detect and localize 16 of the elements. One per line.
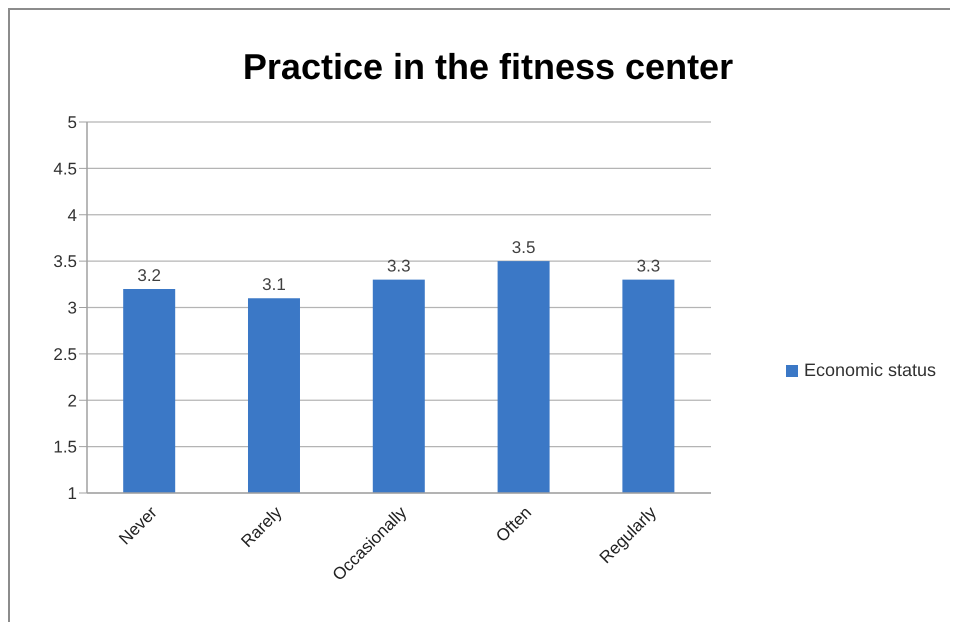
y-tick-label: 1.5 xyxy=(53,438,77,457)
y-tick-label: 1 xyxy=(68,484,77,504)
y-tick-label: 3.5 xyxy=(53,252,77,272)
chart-title: Practice in the fitness center xyxy=(242,46,734,88)
data-label: 3.5 xyxy=(512,238,536,258)
y-tick-label: 4.5 xyxy=(53,159,77,178)
data-label: 3.1 xyxy=(262,275,286,294)
data-label: 3.3 xyxy=(386,256,411,276)
y-tick-label: 3 xyxy=(68,298,77,318)
data-label: 3.2 xyxy=(137,266,162,285)
y-tick-label: 5 xyxy=(68,113,77,132)
data-label: 3.3 xyxy=(636,256,660,276)
legend-label: Economic status xyxy=(804,360,936,381)
y-tick-label: 4 xyxy=(68,206,77,225)
y-tick-label: 2 xyxy=(68,391,77,410)
y-tick-label: 2.5 xyxy=(53,344,77,364)
